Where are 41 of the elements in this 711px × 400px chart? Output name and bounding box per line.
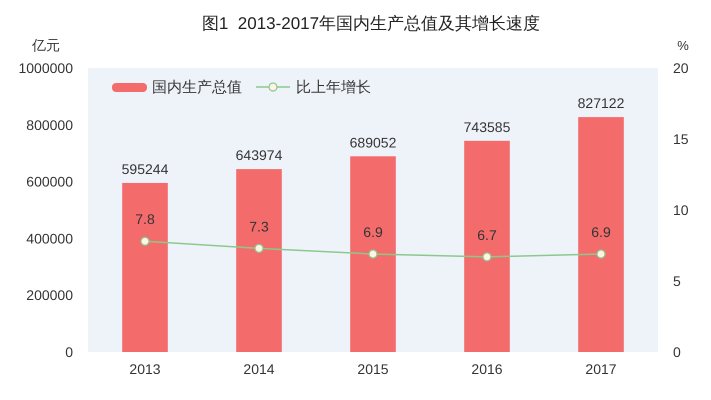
data-label: 595244: [122, 160, 169, 177]
data-label: 6.9: [363, 224, 383, 240]
y2-axis-title: %: [677, 38, 690, 53]
y2-tick-label: 10: [673, 202, 689, 218]
bar: [350, 156, 396, 352]
y-tick-label: 400000: [26, 230, 74, 246]
x-tick-label: 2014: [243, 361, 275, 377]
data-label: 643974: [236, 147, 283, 164]
point: [368, 249, 378, 259]
point: [596, 249, 606, 259]
point: [140, 236, 150, 246]
y2-tick-label: 0: [673, 344, 681, 360]
data-label: 743585: [464, 118, 511, 135]
x-tick-label: 2017: [585, 361, 617, 377]
bar: [236, 169, 282, 352]
y2-tick-label: 5: [673, 273, 681, 289]
data-label: 7.3: [249, 218, 269, 234]
y-tick-label: 0: [65, 344, 74, 360]
data-label: 827122: [578, 95, 625, 112]
chart-title: 图1 2013-2017年国内生产总值及其增长速度: [202, 14, 540, 33]
point: [254, 244, 264, 253]
x-tick-label: 2016: [471, 361, 503, 377]
y-axis-title: 亿元: [31, 37, 60, 53]
y-tick-label: 200000: [26, 287, 74, 304]
y-tick-label: 600000: [26, 174, 74, 190]
bar: [122, 182, 168, 352]
x-tick-label: 2013: [129, 361, 161, 377]
legend-label: 比上年增长: [296, 79, 371, 96]
y2-tick-label: 20: [673, 60, 689, 76]
y-tick-label: 1000000: [18, 60, 74, 76]
point: [482, 252, 492, 262]
y-tick-label: 800000: [26, 116, 74, 133]
data-label: 6.7: [477, 226, 497, 243]
y2-tick-label: 15: [673, 131, 689, 147]
legend-label: 国内生产总值: [152, 79, 242, 96]
data-label: 689052: [350, 134, 397, 150]
bar: [578, 117, 624, 352]
data-label: 7.8: [135, 211, 155, 228]
x-tick-label: 2015: [357, 361, 389, 377]
data-label: 6.9: [591, 224, 611, 240]
bar: [464, 140, 510, 352]
